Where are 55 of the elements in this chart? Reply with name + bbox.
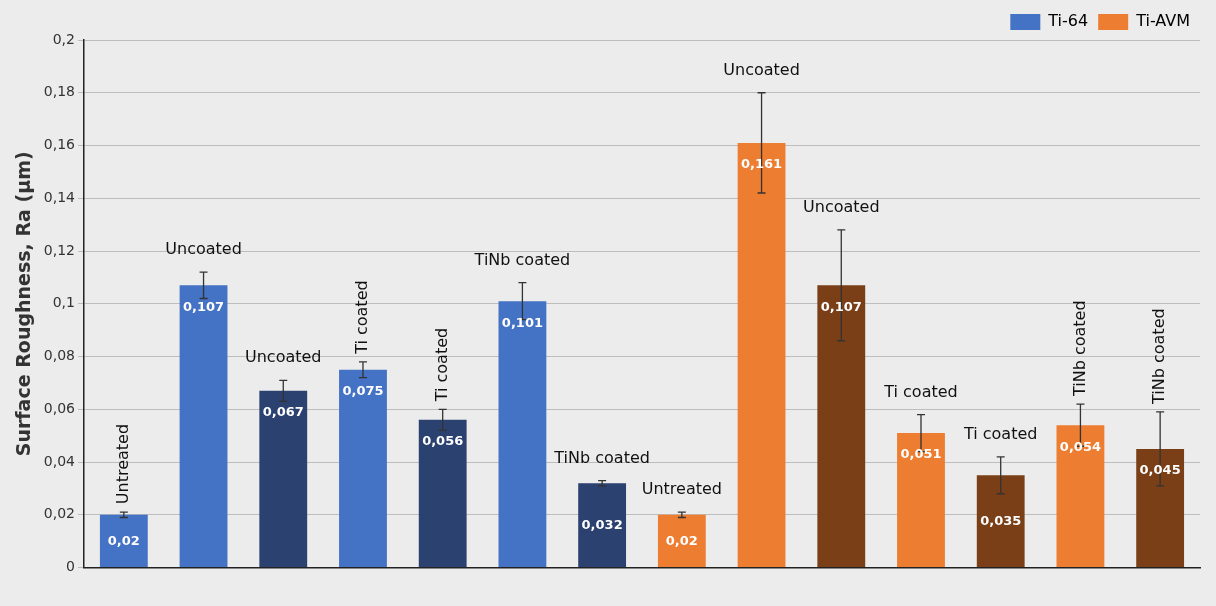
y-tick-label: 0,06 bbox=[43, 399, 76, 416]
annotation: Ti coated bbox=[883, 381, 958, 401]
y-tick-label: 0,1 bbox=[52, 294, 75, 311]
y-tick-label: 0,12 bbox=[43, 241, 75, 258]
bar bbox=[339, 369, 387, 568]
y-tick-label: 0,18 bbox=[43, 83, 75, 100]
y-tick-label: 0 bbox=[66, 558, 75, 575]
data-label: 0,075 bbox=[342, 383, 384, 399]
annotation: Untreated bbox=[112, 423, 132, 505]
y-tick-label: 0,02 bbox=[43, 505, 75, 522]
y-tick-label: 0,2 bbox=[52, 30, 75, 47]
annotation: Uncoated bbox=[245, 347, 322, 367]
annotation: Uncoated bbox=[803, 197, 880, 217]
data-label: 0,107 bbox=[182, 298, 225, 314]
data-label: 0,032 bbox=[581, 516, 623, 532]
data-label: 0,107 bbox=[820, 298, 862, 314]
bar bbox=[418, 419, 467, 568]
data-label: 0,056 bbox=[422, 433, 464, 449]
bar bbox=[1136, 448, 1185, 568]
bar bbox=[498, 301, 547, 568]
data-label: 0,02 bbox=[665, 532, 698, 548]
bar bbox=[99, 514, 148, 568]
annotation: Untreated bbox=[641, 479, 722, 499]
annotation: TiNb coated bbox=[553, 447, 650, 467]
annotation: TiNb coated bbox=[473, 249, 571, 269]
y-tick-label: 0,16 bbox=[43, 136, 76, 153]
y-axis-title: Surface Roughness, Ra (µm) bbox=[12, 151, 35, 457]
bar bbox=[737, 142, 786, 568]
y-tick-label: 0,14 bbox=[43, 188, 76, 205]
data-label: 0,054 bbox=[1059, 438, 1101, 454]
data-label: 0,045 bbox=[1139, 462, 1181, 478]
data-label: 0,02 bbox=[107, 532, 140, 548]
annotation: Ti coated bbox=[431, 327, 451, 403]
legend-label: Ti-AVM bbox=[1135, 11, 1191, 31]
data-label: 0,035 bbox=[980, 512, 1022, 528]
y-tick-label: 0,04 bbox=[43, 452, 76, 469]
y-tick-label: 0,08 bbox=[43, 347, 75, 364]
bar bbox=[817, 285, 866, 568]
annotation: Uncoated bbox=[723, 59, 800, 79]
data-label: 0,051 bbox=[900, 446, 942, 462]
bar bbox=[578, 483, 627, 568]
data-label: 0,067 bbox=[262, 404, 304, 420]
bar bbox=[259, 390, 308, 568]
bar bbox=[897, 433, 945, 568]
annotation: TiNb coated bbox=[1149, 308, 1169, 405]
annotation: Ti coated bbox=[962, 423, 1038, 443]
bar bbox=[179, 285, 228, 568]
legend-label: Ti-64 bbox=[1047, 11, 1089, 31]
data-label: 0,101 bbox=[501, 314, 543, 330]
bar bbox=[976, 475, 1025, 568]
annotation: TiNb coated bbox=[1069, 300, 1089, 398]
bar bbox=[657, 514, 706, 568]
annotation: Uncoated bbox=[165, 239, 242, 259]
bar bbox=[1056, 425, 1105, 568]
annotation: Ti coated bbox=[352, 280, 372, 355]
